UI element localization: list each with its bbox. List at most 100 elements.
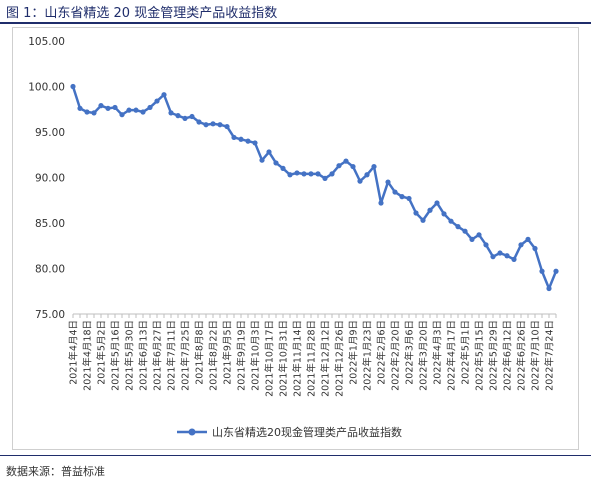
data-point (525, 236, 531, 242)
data-point (182, 115, 188, 121)
data-point (553, 268, 559, 274)
legend-marker-swatch (188, 428, 196, 436)
y-tick-label: 75.00 (35, 309, 65, 321)
data-point (483, 242, 489, 248)
data-point (133, 107, 139, 113)
x-tick-label: 2021年10月17日 (264, 320, 276, 397)
data-point (231, 134, 237, 141)
data-point (280, 165, 286, 171)
data-point (126, 107, 132, 113)
data-point (490, 254, 496, 260)
x-tick-label: 2022年4月3日 (432, 320, 444, 385)
data-point (119, 112, 125, 118)
y-tick-label: 80.00 (35, 264, 65, 276)
x-tick-label: 2021年4月4日 (68, 320, 80, 385)
data-point (371, 163, 377, 170)
y-tick-label: 100.00 (28, 82, 65, 94)
data-point (112, 104, 118, 111)
y-tick-label: 105.00 (28, 36, 65, 48)
y-tick-label: 90.00 (35, 173, 65, 185)
data-point (364, 172, 370, 178)
series-line (71, 86, 558, 290)
x-tick-label: 2022年6月26日 (516, 320, 528, 391)
data-point (175, 113, 181, 119)
x-tick-label: 2022年3月20日 (418, 320, 430, 391)
x-tick-label: 2021年8月8日 (194, 320, 206, 385)
data-point (497, 250, 503, 256)
data-point (427, 207, 433, 213)
x-tick-label: 2022年7月24日 (544, 320, 556, 391)
data-point (245, 138, 251, 144)
data-point (378, 200, 384, 206)
x-axis-labels: 2021年4月4日 2021年4月18日 2021年5月2日 2021年5月16日 20… (68, 320, 556, 397)
x-axis-ticks (72, 314, 557, 318)
x-tick-label: 2021年10月3日 (250, 320, 262, 391)
data-point (147, 104, 153, 111)
series-layer (70, 83, 559, 292)
data-point (406, 195, 412, 202)
x-tick-label: 2022年1月23日 (362, 320, 374, 391)
data-point (105, 105, 111, 111)
data-point (217, 122, 223, 128)
title-rule (0, 22, 591, 24)
x-tick-label: 2021年9月5日 (222, 320, 234, 385)
x-tick-label: 2022年2月6日 (376, 320, 388, 385)
x-tick-label: 2022年7月10日 (530, 320, 542, 391)
data-point (70, 83, 76, 90)
data-point (518, 242, 524, 248)
legend: 山东省精选20现金管理类产品收益指数 (177, 425, 402, 439)
data-point (413, 210, 419, 216)
data-point (210, 121, 216, 127)
data-point (196, 119, 202, 125)
data-point (539, 268, 545, 274)
x-tick-label: 2021年5月30日 (124, 320, 136, 391)
data-point (476, 232, 482, 238)
chart-frame (12, 27, 579, 450)
x-tick-label: 2022年3月6日 (404, 320, 416, 385)
x-tick-label: 2021年10月31日 (278, 320, 290, 397)
y-tick-label: 95.00 (35, 127, 65, 139)
y-axis: 105.00 100.00 95.00 90.00 85.00 80.00 75.00 (28, 36, 65, 321)
data-point (189, 113, 195, 120)
x-tick-label: 2021年7月25日 (180, 320, 192, 391)
data-point (434, 200, 440, 206)
data-point (98, 103, 104, 109)
data-point (140, 109, 146, 115)
x-tick-label: 2022年1月9日 (348, 320, 360, 385)
data-point (385, 179, 391, 185)
data-point (224, 123, 230, 130)
x-tick-label: 2021年11月14日 (292, 320, 304, 397)
data-point (308, 171, 314, 177)
data-point (315, 171, 321, 177)
data-point (77, 105, 83, 111)
data-point (532, 245, 538, 252)
x-tick-label: 2021年4月18日 (82, 320, 94, 391)
x-tick-label: 2021年9月19日 (236, 320, 248, 391)
source-rule (0, 455, 591, 456)
x-tick-label: 2021年6月13日 (138, 320, 150, 391)
data-point (462, 228, 468, 234)
x-tick-label: 2021年8月22日 (208, 320, 220, 391)
data-point (294, 170, 300, 176)
data-point (511, 256, 517, 262)
data-point (301, 171, 307, 177)
data-point (350, 163, 356, 170)
data-point (441, 211, 447, 217)
data-point (546, 285, 552, 292)
data-point (420, 217, 426, 223)
x-tick-label: 2022年4月17日 (446, 320, 458, 391)
x-tick-label: 2021年5月2日 (96, 320, 108, 385)
y-tick-label: 85.00 (35, 218, 65, 230)
figure-title: 图 1：山东省精选 20 现金管理类产品收益指数 (6, 6, 278, 21)
data-point (392, 189, 398, 195)
data-source: 数据来源：普益标准 (6, 465, 105, 478)
data-point (252, 140, 258, 146)
data-point (273, 160, 279, 166)
data-point (259, 157, 265, 163)
data-point (455, 224, 461, 230)
x-tick-label: 2021年6月27日 (152, 320, 164, 391)
x-tick-label: 2021年11月28日 (306, 320, 318, 397)
x-tick-label: 2022年5月15日 (474, 320, 486, 391)
data-point (266, 149, 272, 155)
